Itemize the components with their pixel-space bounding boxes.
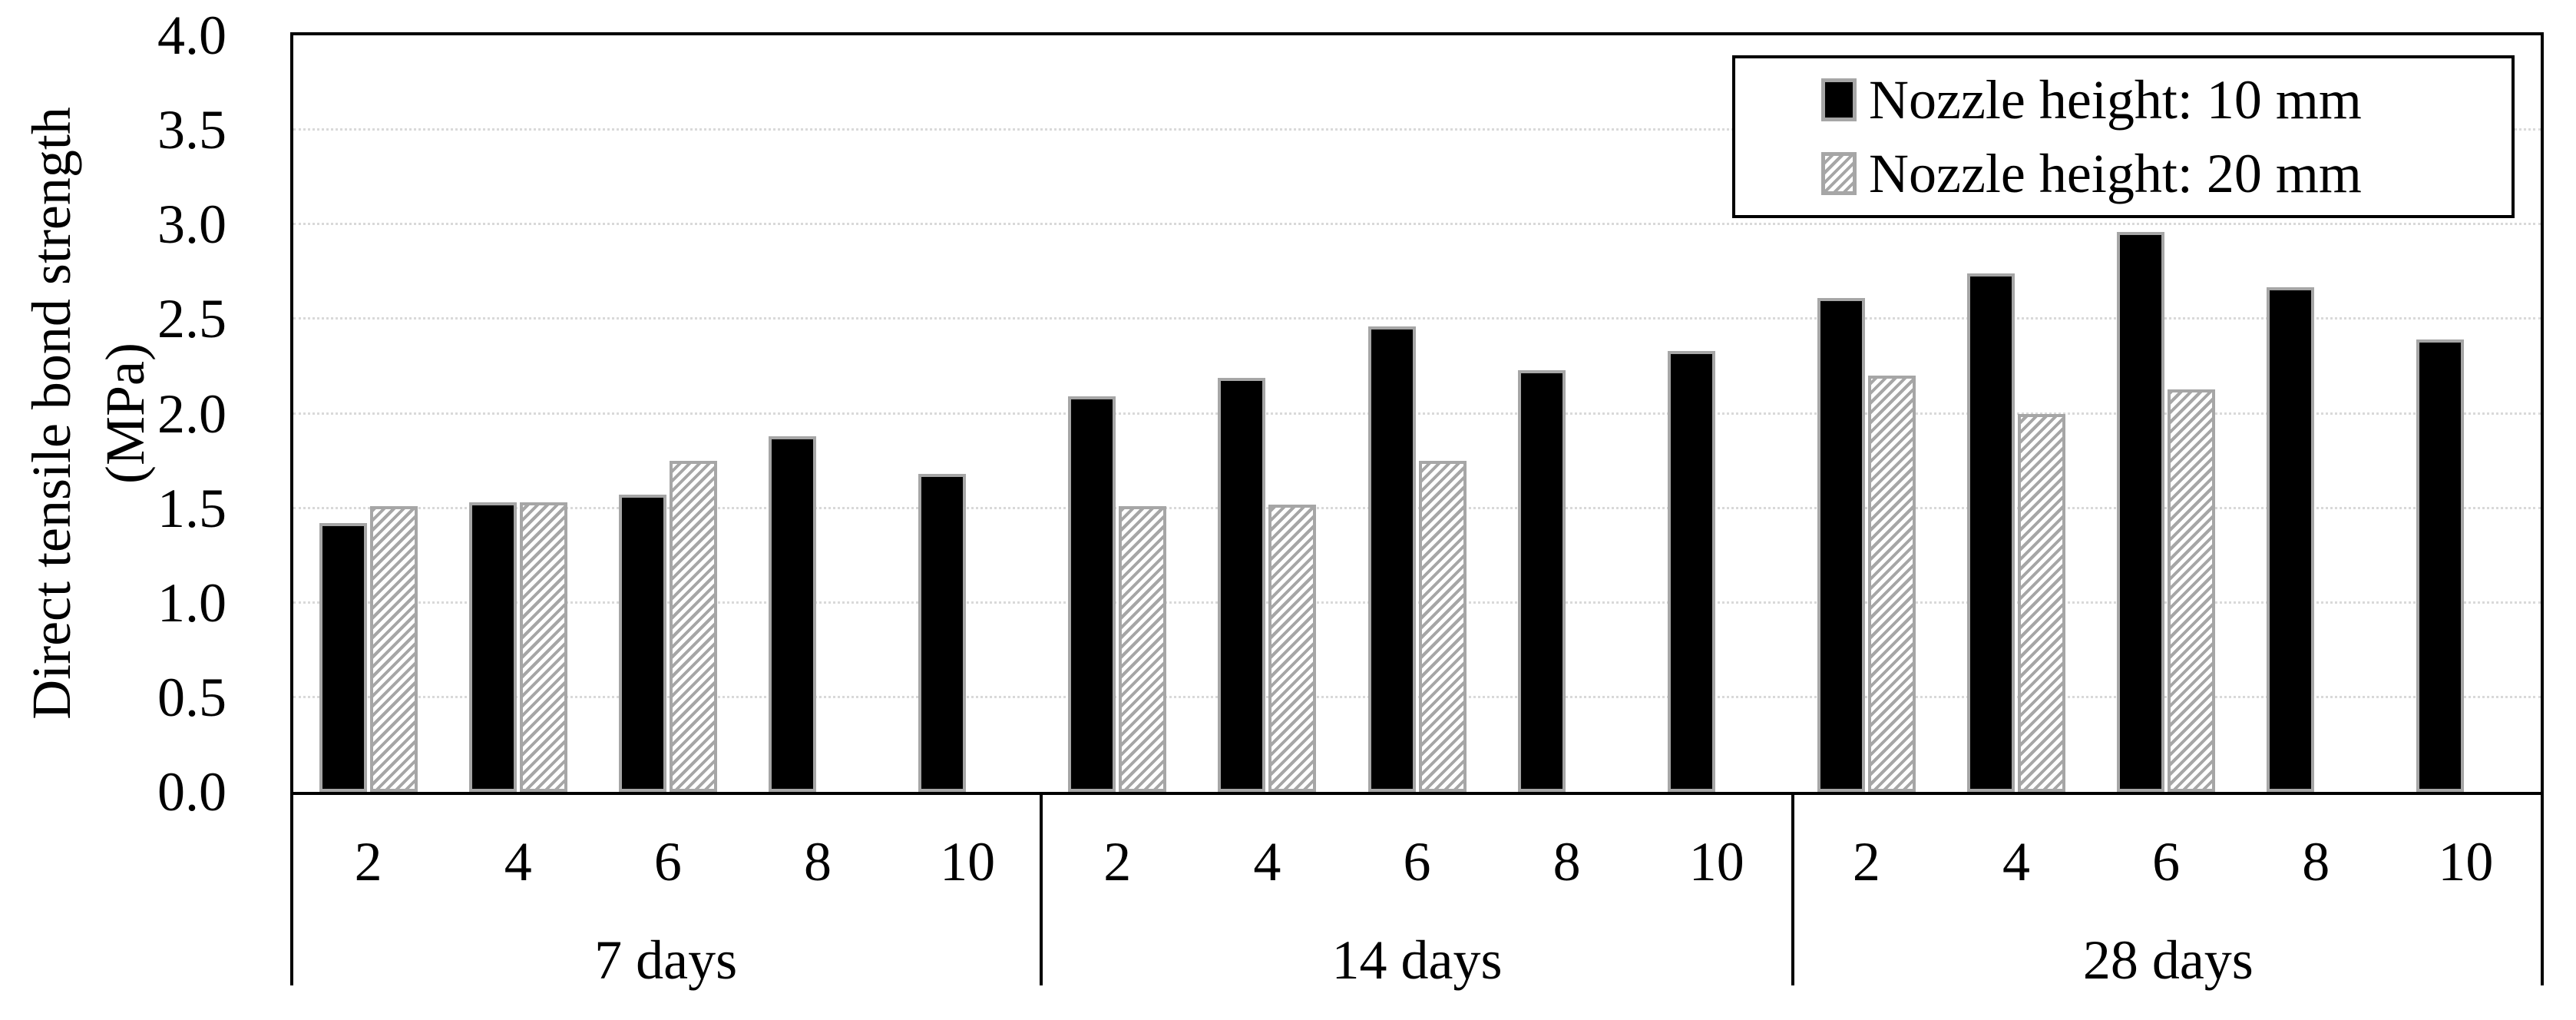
bar-10mm bbox=[2416, 339, 2465, 792]
bar-20mm bbox=[519, 502, 567, 792]
bar-10mm bbox=[1667, 351, 1715, 792]
x-tick-label: 4 bbox=[2002, 831, 2031, 892]
y-tick-label: 2.0 bbox=[157, 382, 227, 445]
legend-label-nozzle-20mm: Nozzle height: 20 mm bbox=[1869, 143, 2362, 204]
bar-10mm bbox=[918, 474, 967, 792]
bar-10mm bbox=[468, 502, 517, 792]
x-tick-label: 2 bbox=[1852, 831, 1880, 892]
bar-10mm bbox=[2117, 232, 2165, 792]
group-separator bbox=[290, 795, 293, 985]
x-tick-label: 10 bbox=[2438, 831, 2494, 892]
bar-20mm bbox=[1418, 461, 1467, 792]
plot-inner bbox=[293, 35, 2541, 792]
x-tick-label: 6 bbox=[653, 831, 682, 892]
bar-10mm bbox=[1517, 369, 1566, 792]
gridline bbox=[293, 601, 2541, 604]
group-label: 14 days bbox=[1331, 929, 1503, 991]
x-tick-label: 4 bbox=[1253, 831, 1281, 892]
x-tick-label: 6 bbox=[1403, 831, 1431, 892]
x-tick-label: 10 bbox=[940, 831, 996, 892]
y-tick-label: 4.0 bbox=[157, 5, 227, 66]
gridline bbox=[293, 412, 2541, 415]
legend: Nozzle height: 10 mm Nozzle height: 20 m… bbox=[1732, 55, 2515, 218]
group-label: 28 days bbox=[2082, 929, 2254, 991]
bar-10mm bbox=[319, 523, 367, 792]
bar-10mm bbox=[1218, 377, 1266, 792]
group-separator bbox=[1791, 795, 1794, 985]
bar-10mm bbox=[1068, 396, 1116, 792]
y-tick-label: 0.5 bbox=[157, 666, 227, 728]
bar-20mm bbox=[1268, 504, 1317, 792]
bar-10mm bbox=[2267, 286, 2315, 792]
y-tick-label: 3.5 bbox=[157, 99, 227, 161]
x-tick-label: 8 bbox=[803, 831, 832, 892]
gridline bbox=[293, 695, 2541, 698]
bar-10mm bbox=[1817, 298, 1865, 792]
bar-10mm bbox=[768, 436, 816, 792]
bar-20mm bbox=[2168, 389, 2216, 792]
x-tick-label: 6 bbox=[2152, 831, 2181, 892]
x-tick-label: 8 bbox=[2302, 831, 2330, 892]
bar-20mm bbox=[669, 461, 717, 792]
gridline bbox=[293, 506, 2541, 509]
y-tick-label: 0.0 bbox=[157, 761, 227, 823]
x-tick-label: 10 bbox=[1688, 831, 1744, 892]
group-separator bbox=[1040, 795, 1043, 985]
bar-20mm bbox=[369, 506, 418, 792]
legend-label-nozzle-10mm: Nozzle height: 10 mm bbox=[1869, 69, 2362, 131]
x-tick-label: 2 bbox=[354, 831, 382, 892]
x-tick-label: 2 bbox=[1103, 831, 1132, 892]
y-tick-label: 3.0 bbox=[157, 194, 227, 256]
bar-20mm bbox=[1119, 506, 1167, 792]
bar-10mm bbox=[1367, 326, 1416, 792]
legend-marker-solid-icon bbox=[1821, 78, 1857, 121]
group-separator bbox=[2541, 795, 2544, 985]
x-tick-label: 4 bbox=[504, 831, 532, 892]
y-tick-label: 1.0 bbox=[157, 571, 227, 634]
gridline bbox=[293, 223, 2541, 226]
y-tick-label: 2.5 bbox=[157, 288, 227, 350]
group-label: 7 days bbox=[594, 929, 738, 991]
x-tick-label: 8 bbox=[1553, 831, 1581, 892]
legend-marker-hatched-icon bbox=[1821, 152, 1857, 195]
legend-item-nozzle-10mm: Nozzle height: 10 mm bbox=[1821, 71, 2512, 129]
y-tick-label: 1.5 bbox=[157, 477, 227, 539]
bar-10mm bbox=[1967, 273, 2015, 792]
legend-item-nozzle-20mm: Nozzle height: 20 mm bbox=[1821, 144, 2512, 203]
bar-20mm bbox=[1867, 376, 1916, 792]
bar-10mm bbox=[618, 495, 666, 792]
bar-20mm bbox=[2018, 413, 2066, 792]
gridline bbox=[293, 128, 2541, 131]
gridline bbox=[293, 317, 2541, 320]
